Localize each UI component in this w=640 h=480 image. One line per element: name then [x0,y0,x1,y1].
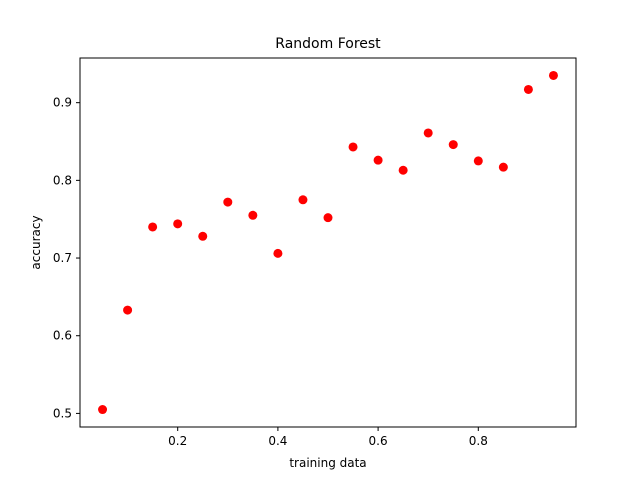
x-axis-ticks: 0.2 0.4 0.6 0.8 [168,427,488,448]
data-point [323,213,333,223]
data-point [373,155,383,165]
y-tick-label: 0.9 [53,96,72,110]
x-tick-label: 0.4 [268,434,287,448]
x-tick-label: 0.8 [469,434,488,448]
data-point [448,140,458,150]
data-point [173,219,183,229]
x-tick-label: 0.6 [369,434,388,448]
y-tick-label: 0.6 [53,329,72,343]
data-point [348,142,358,152]
data-point [198,231,208,241]
y-tick-label: 0.5 [53,406,72,420]
y-axis-label: accuracy [29,215,43,269]
data-point [498,162,508,172]
y-tick-label: 0.7 [53,251,72,265]
plot-frame [79,57,577,428]
data-point [548,70,558,80]
data-point [98,405,108,415]
data-points [98,70,558,415]
data-point [298,195,308,205]
data-point [398,165,408,175]
x-axis-label: training data [289,456,366,470]
data-point [473,156,483,166]
y-tick-label: 0.8 [53,173,72,187]
data-point [223,197,233,207]
chart-title: Random Forest [275,36,381,52]
data-point [123,305,133,315]
y-axis-ticks: 0.5 0.6 0.7 0.8 0.9 [53,96,80,420]
x-tick-label: 0.2 [168,434,187,448]
data-point [273,248,283,258]
data-point [248,210,258,220]
data-point [523,84,533,94]
data-point [423,128,433,138]
data-point [148,222,158,232]
